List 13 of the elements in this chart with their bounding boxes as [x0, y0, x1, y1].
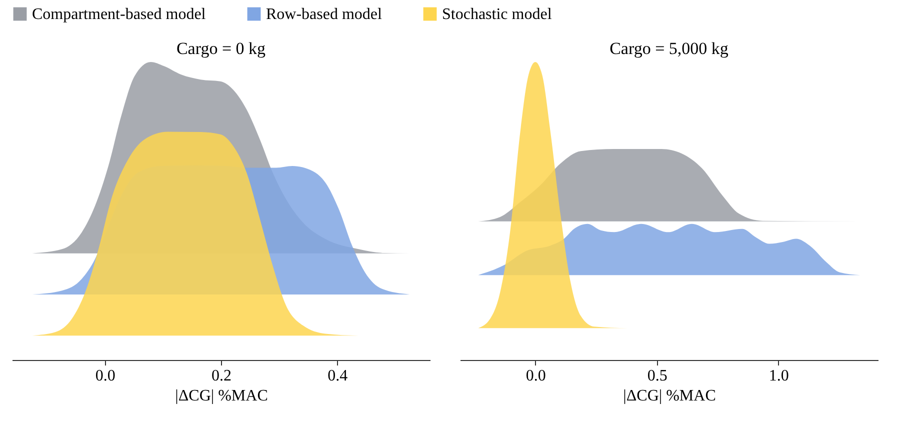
x-axis-title: |ΔCG| %MAC	[175, 388, 268, 404]
x-tick-label: 0.4	[328, 368, 348, 384]
x-tick-label: 1.0	[768, 368, 789, 384]
x-axis-title: |ΔCG| %MAC	[623, 388, 716, 404]
legend-label: Compartment-based model	[32, 6, 206, 23]
x-tick-label: 0.5	[647, 368, 668, 384]
legend-label: Row-based model	[266, 6, 383, 23]
legend-label: Stochastic model	[442, 6, 552, 23]
chart-title: Cargo = 5,000 kg	[610, 39, 729, 58]
x-tick-label: 0.2	[212, 368, 232, 384]
x-tick-label: 0.0	[95, 368, 116, 384]
x-tick-label: 0.0	[526, 368, 546, 384]
chart-title: Cargo = 0 kg	[176, 39, 266, 58]
